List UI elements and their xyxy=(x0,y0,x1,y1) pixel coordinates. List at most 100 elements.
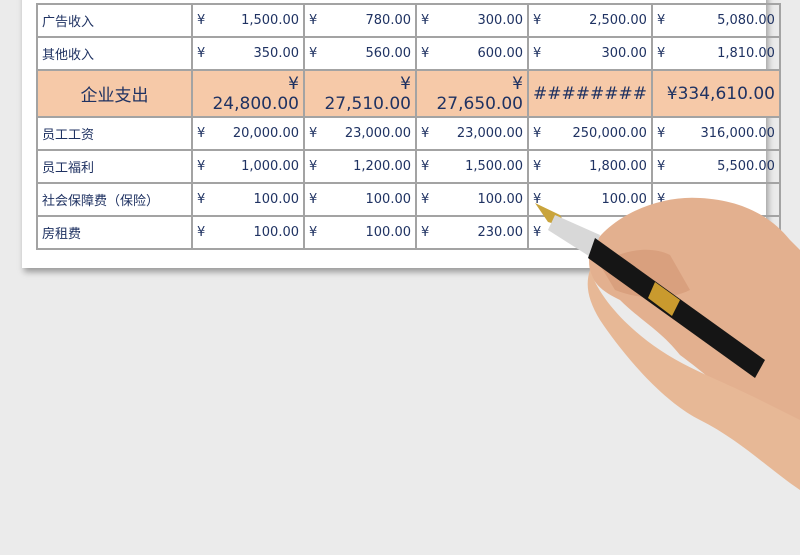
row-label-cell[interactable]: 社会保障费（保险） xyxy=(36,182,193,217)
value-cell[interactable]: ¥300.00 xyxy=(527,36,653,71)
value-cell[interactable]: ######## xyxy=(527,69,653,118)
value-cell[interactable]: ¥350.00 xyxy=(191,36,305,71)
value-cell[interactable]: ¥100.00 xyxy=(191,215,305,250)
value-cell[interactable]: ¥334,610.00 xyxy=(650,69,781,118)
value-cell[interactable]: ¥5,080.00 xyxy=(650,3,781,38)
currency-symbol: ¥ xyxy=(400,73,411,94)
cell-value: 100.00 xyxy=(477,192,524,207)
value-cell[interactable]: ¥1,000.00 xyxy=(191,149,305,184)
currency-symbol: ¥ xyxy=(656,13,666,28)
cell-value: 250,000.00 xyxy=(572,126,647,141)
currency-symbol: ¥ xyxy=(421,126,430,141)
currency-symbol: ¥ xyxy=(288,73,299,94)
finance-table: 广告收入 ¥1,500.00 ¥780.00 ¥300.00 ¥2,500.00 ¥5,0… xyxy=(36,3,781,250)
value-cell[interactable]: ¥100.00 xyxy=(303,182,417,217)
cell-value: 1,500.00 xyxy=(465,159,523,174)
value-cell[interactable]: ¥300.00 xyxy=(415,3,529,38)
currency-symbol: ¥ xyxy=(533,13,542,28)
cell-value: 100.00 xyxy=(365,192,412,207)
cell-value: 1,200.00 xyxy=(353,159,411,174)
value-cell[interactable]: ¥230.00 xyxy=(415,215,529,250)
currency-symbol: ¥ xyxy=(197,126,206,141)
cell-value: 20,000.00 xyxy=(232,126,299,141)
currency-symbol: ¥ xyxy=(309,126,318,141)
cell-value: 230.00 xyxy=(477,225,524,240)
currency-symbol: ¥ xyxy=(656,192,666,207)
currency-symbol: ¥ xyxy=(309,46,318,61)
currency-symbol: ¥ xyxy=(309,13,318,28)
currency-symbol: ¥ xyxy=(197,13,206,28)
currency-symbol: ¥ xyxy=(533,46,542,61)
table-row: 广告收入 ¥1,500.00 ¥780.00 ¥300.00 ¥2,500.00 ¥5,0… xyxy=(36,3,781,38)
currency-symbol: ¥ xyxy=(666,83,678,104)
cell-value: 300.00 xyxy=(477,13,524,28)
currency-symbol: ¥ xyxy=(421,225,430,240)
value-cell[interactable]: ¥23,000.00 xyxy=(415,116,529,151)
value-cell[interactable]: ¥560.00 xyxy=(303,36,417,71)
currency-symbol: ¥ xyxy=(309,159,318,174)
table-row: 其他收入 ¥350.00 ¥560.00 ¥600.00 ¥300.00 ¥1,810.0… xyxy=(36,36,781,71)
value-cell[interactable]: ¥24,800.00 xyxy=(191,69,305,118)
cell-value: 1,800.00 xyxy=(589,159,647,174)
cell-value: 780.00 xyxy=(365,13,412,28)
value-cell[interactable]: ¥600.00 xyxy=(415,36,529,71)
value-cell[interactable]: ¥1,200.00 xyxy=(303,149,417,184)
cell-value: ######## xyxy=(533,83,647,104)
value-cell[interactable]: ¥20,000.00 xyxy=(191,116,305,151)
currency-symbol: ¥ xyxy=(421,192,430,207)
row-label-cell[interactable]: 企业支出 xyxy=(36,69,193,118)
cell-value: 1,000.00 xyxy=(241,159,299,174)
row-label-cell[interactable]: 广告收入 xyxy=(36,3,193,38)
row-label-cell[interactable]: 房租费 xyxy=(36,215,193,250)
currency-symbol: ¥ xyxy=(656,159,666,174)
value-cell[interactable]: ¥250,000.00 xyxy=(527,116,653,151)
pen-grip xyxy=(548,215,600,258)
value-cell[interactable]: ¥27,510.00 xyxy=(303,69,417,118)
cell-value: 5,500.00 xyxy=(717,159,775,174)
pen-band xyxy=(648,282,680,316)
value-cell[interactable]: ¥316,000.00 xyxy=(650,116,781,151)
cell-value: 350.00 xyxy=(253,46,300,61)
currency-symbol: ¥ xyxy=(197,159,206,174)
cell-value: 27,650.00 xyxy=(436,93,523,114)
row-label-cell[interactable]: 员工福利 xyxy=(36,149,193,184)
currency-symbol: ¥ xyxy=(197,46,206,61)
value-cell[interactable]: ¥100.00 xyxy=(415,182,529,217)
cell-value: 300.00 xyxy=(601,46,647,61)
cell-value: 600.00 xyxy=(477,46,524,61)
value-cell[interactable]: ¥2,500.00 xyxy=(527,3,653,38)
value-cell[interactable]: ¥100.00 xyxy=(303,215,417,250)
value-cell[interactable]: ¥1,500.00 xyxy=(191,3,305,38)
cell-value: 100.00 xyxy=(365,225,412,240)
table-row: 企业支出 ¥24,800.00 ¥27,510.00 ¥27,650.00 ######… xyxy=(36,69,781,118)
currency-symbol: ¥ xyxy=(197,192,206,207)
cell-value: 100.00 xyxy=(253,225,300,240)
currency-symbol: ¥ xyxy=(512,73,523,94)
value-cell[interactable]: ¥1,800.00 xyxy=(527,149,653,184)
row-label-cell[interactable]: 其他收入 xyxy=(36,36,193,71)
value-cell[interactable]: ¥780.00 xyxy=(303,3,417,38)
currency-symbol: ¥ xyxy=(309,192,318,207)
pen-barrel xyxy=(588,238,765,378)
currency-symbol: ¥ xyxy=(421,13,430,28)
currency-symbol: ¥ xyxy=(421,159,430,174)
currency-symbol: ¥ xyxy=(533,192,542,207)
value-cell[interactable]: ¥1,500.00 xyxy=(415,149,529,184)
table-row: 员工工资 ¥20,000.00 ¥23,000.00 ¥23,000.00 ¥250,0… xyxy=(36,116,781,151)
value-cell[interactable]: ¥5,500.00 xyxy=(650,149,781,184)
cell-value: 100.00 xyxy=(253,192,300,207)
value-cell[interactable]: ¥27,650.00 xyxy=(415,69,529,118)
currency-symbol: ¥ xyxy=(656,46,666,61)
value-cell[interactable]: ¥100.00 xyxy=(191,182,305,217)
cell-value: 1,810.00 xyxy=(717,46,775,61)
cell-value: 24,800.00 xyxy=(212,93,299,114)
value-cell[interactable]: ¥23,000.00 xyxy=(303,116,417,151)
currency-symbol: ¥ xyxy=(533,159,542,174)
cell-value: 23,000.00 xyxy=(456,126,523,141)
table-row: 员工福利 ¥1,000.00 ¥1,200.00 ¥1,500.00 ¥1,800.00… xyxy=(36,149,781,184)
value-cell[interactable]: ¥1,810.00 xyxy=(650,36,781,71)
row-label-cell[interactable]: 员工工资 xyxy=(36,116,193,151)
cell-value: 27,510.00 xyxy=(324,93,411,114)
hand-thumb xyxy=(587,270,800,490)
